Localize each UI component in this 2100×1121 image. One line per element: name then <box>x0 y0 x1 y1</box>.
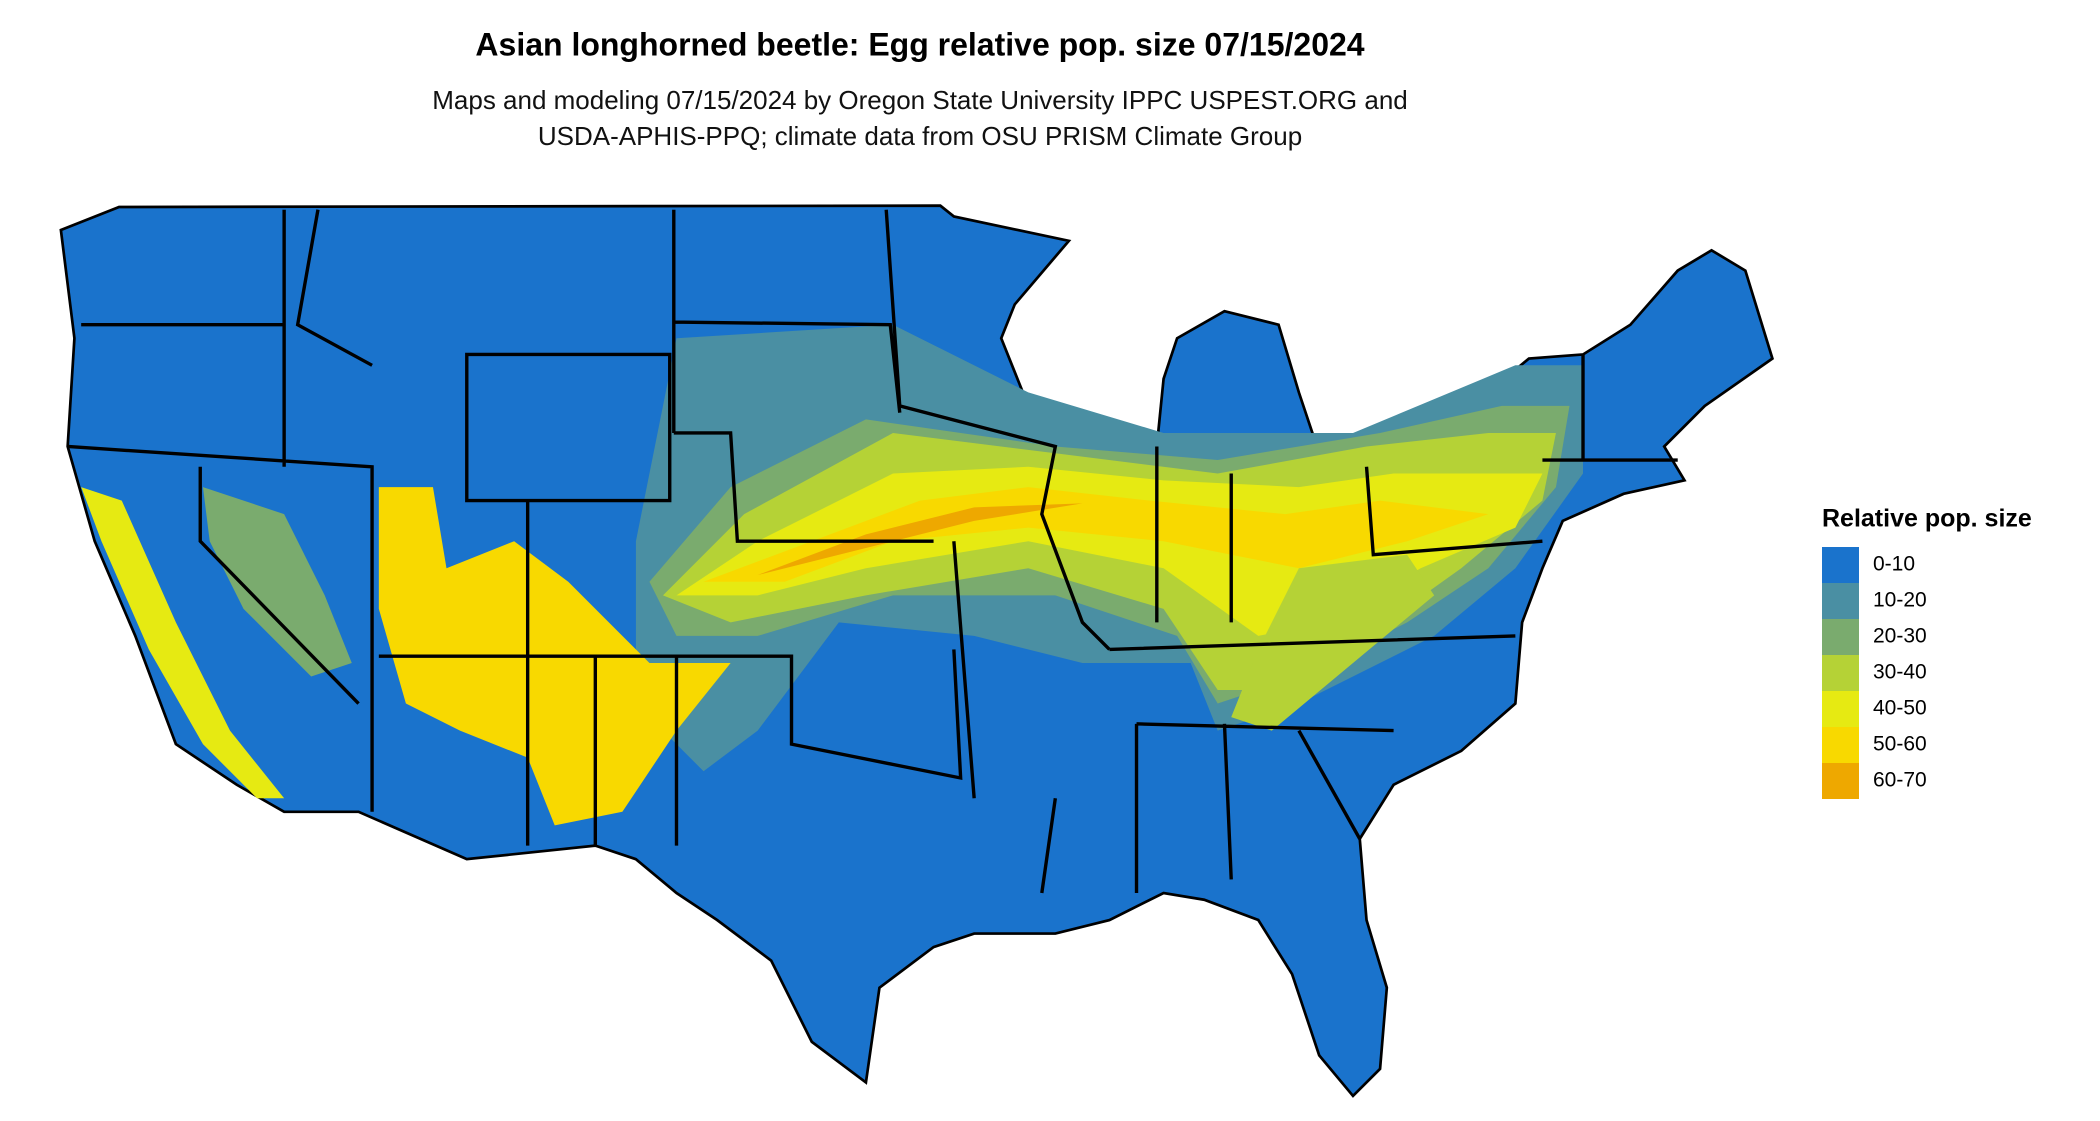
us-outline <box>59 204 1775 1098</box>
legend-label: 60-70 <box>1873 769 1927 792</box>
legend-label: 30-40 <box>1873 661 1927 684</box>
us-map <box>59 204 1775 1098</box>
state-boundaries <box>67 209 1678 894</box>
legend-label: 10-20 <box>1873 589 1927 612</box>
legend-label: 50-60 <box>1873 733 1927 756</box>
legend-label: 40-50 <box>1873 697 1927 720</box>
legend-swatch <box>1822 619 1859 655</box>
legend-swatch <box>1822 691 1859 727</box>
subtitle-line: Maps and modeling 07/15/2024 by Oregon S… <box>432 85 1408 115</box>
legend-swatch <box>1822 655 1859 691</box>
legend-label: 0-10 <box>1873 553 1915 576</box>
legend: 0-10 10-20 20-30 30-40 40-50 50-60 60-70 <box>1822 547 1927 799</box>
subtitle-line: USDA-APHIS-PPQ; climate data from OSU PR… <box>538 121 1302 151</box>
legend-label: 20-30 <box>1873 625 1927 648</box>
legend-swatch <box>1822 583 1859 619</box>
legend-swatch <box>1822 763 1859 799</box>
legend-swatch <box>1822 547 1859 583</box>
legend-swatch <box>1822 727 1859 763</box>
legend-title: Relative pop. size <box>1822 505 2032 533</box>
title: Asian longhorned beetle: Egg relative po… <box>475 26 1364 62</box>
